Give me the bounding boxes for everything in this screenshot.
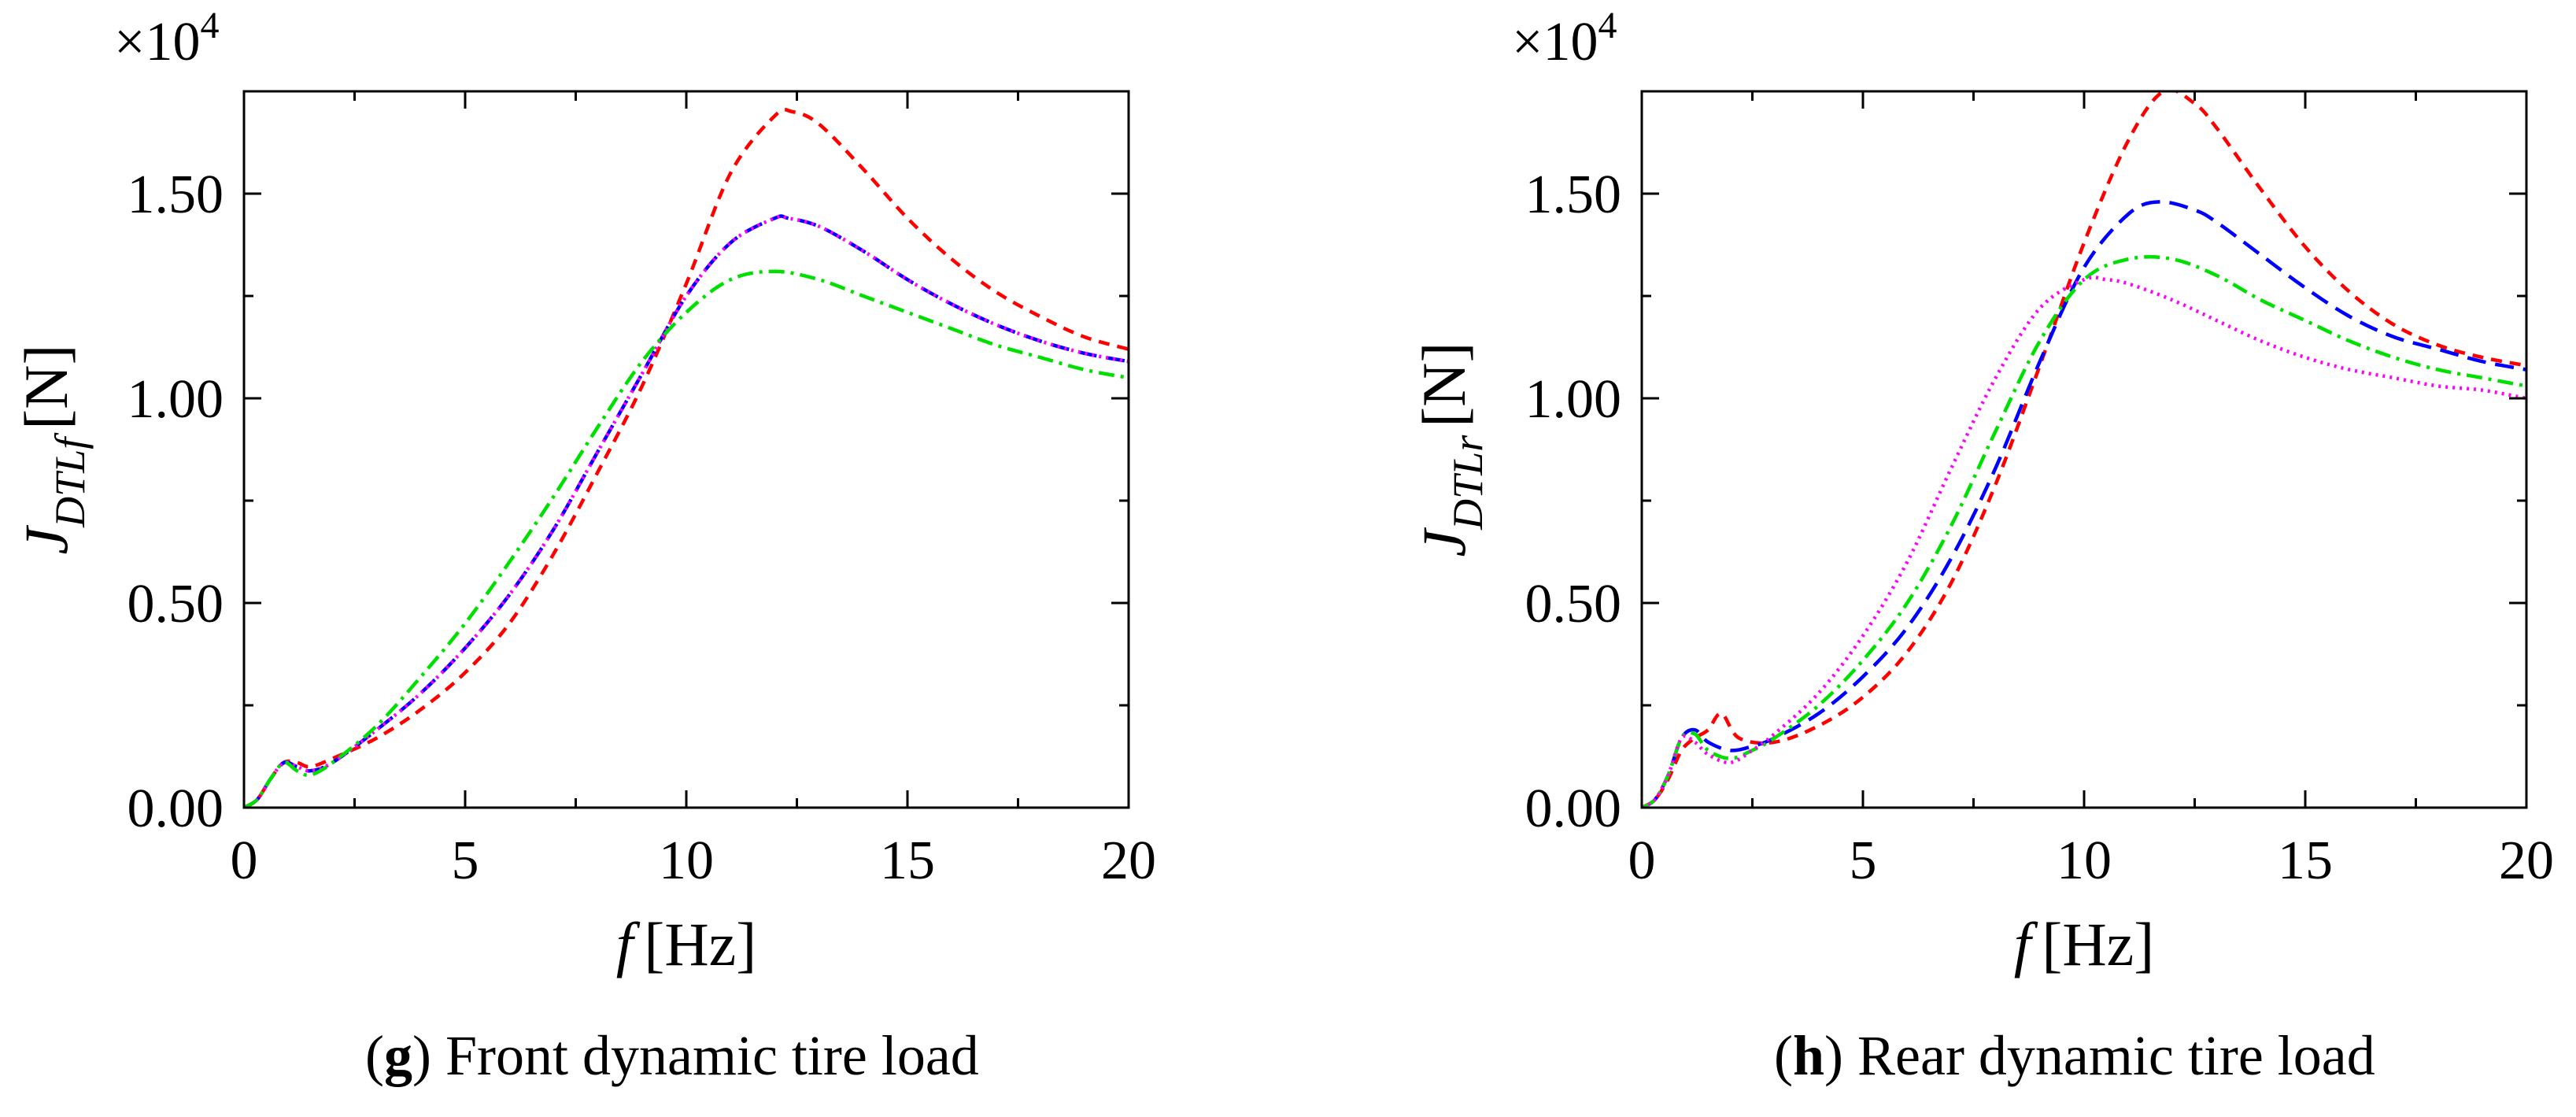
y-tick-label: 0.00 <box>1525 779 1622 839</box>
x-tick-label: 0 <box>231 830 258 891</box>
series-line-red-dashed <box>244 107 1129 808</box>
caption-open-paren: ( <box>1774 1024 1793 1087</box>
series-line-magenta-dotted <box>1642 276 2526 808</box>
y-axis-label: JDTLf[N] <box>12 345 94 555</box>
x-tick-label: 15 <box>2278 830 2333 891</box>
x-tick-label: 20 <box>2499 830 2554 891</box>
x-axis-label: f [Hz] <box>2014 910 2155 978</box>
series-line-red-dashed <box>1642 91 2526 808</box>
y-tick-label: 1.50 <box>1525 165 1622 225</box>
x-tick-label: 15 <box>880 830 935 891</box>
chart-panel-front: 0 5 10 15 20 0.00 0.50 1.00 1.50 ×104 f [Hz] JDTLf[N… <box>12 5 1156 1089</box>
x-tick-label: 10 <box>659 830 714 891</box>
axis-multiplier: ×104 <box>114 5 219 72</box>
x-tick-label: 10 <box>2057 830 2112 891</box>
y-tick-label: 1.50 <box>128 165 224 225</box>
series-line-green-dash-dot <box>244 269 1129 808</box>
x-tick-label: 5 <box>1850 830 1877 891</box>
caption-letter: g <box>383 1024 412 1087</box>
y-tick-label: 1.00 <box>128 369 224 430</box>
x-tick-label: 0 <box>1628 830 1656 891</box>
plot-frame <box>242 90 1130 809</box>
plot-area <box>244 107 1129 808</box>
caption-front: (g) Front dynamic tire load <box>365 1023 979 1089</box>
x-axis-label: f [Hz] <box>616 910 757 978</box>
series-line-magenta-dotted <box>244 214 1129 808</box>
y-tick-label: 0.00 <box>128 779 224 839</box>
chart-panel-rear: 0 5 10 15 20 0.00 0.50 1.00 1.50 ×104 f [Hz] JDTLr[N… <box>1398 0 2576 1117</box>
y-tick-label: 0.50 <box>1525 574 1622 634</box>
caption-rear: (h) Rear dynamic tire load <box>1774 1023 2375 1089</box>
y-tick-label: 1.00 <box>1525 369 1622 430</box>
caption-open-paren: ( <box>365 1024 384 1087</box>
axis-multiplier: ×104 <box>1512 5 1617 72</box>
chart-rear-dynamic-tire-load: 0 5 10 15 20 0.00 0.50 1.00 1.50 ×104 f [Hz] JDTLr[N… <box>1410 5 2554 978</box>
x-tick-label: 20 <box>1101 830 1156 891</box>
chart-front-dynamic-tire-load: 0 5 10 15 20 0.00 0.50 1.00 1.50 ×104 f [Hz] JDTLf[N… <box>12 5 1156 978</box>
caption-text: ) Rear dynamic tire load <box>1824 1024 2375 1087</box>
series-line-blue-dashed <box>244 214 1129 808</box>
series-line-blue-dashed <box>1642 200 2526 808</box>
series-line-green-dash-dot <box>1642 255 2526 808</box>
x-tick-label: 5 <box>452 830 479 891</box>
caption-text: ) Front dynamic tire load <box>412 1024 979 1087</box>
caption-letter: h <box>1792 1024 1825 1087</box>
y-axis-label: JDTLr[N] <box>1410 342 1491 557</box>
plot-frame <box>1640 90 2528 809</box>
plot-area <box>1642 91 2526 808</box>
y-tick-label: 0.50 <box>128 574 224 634</box>
